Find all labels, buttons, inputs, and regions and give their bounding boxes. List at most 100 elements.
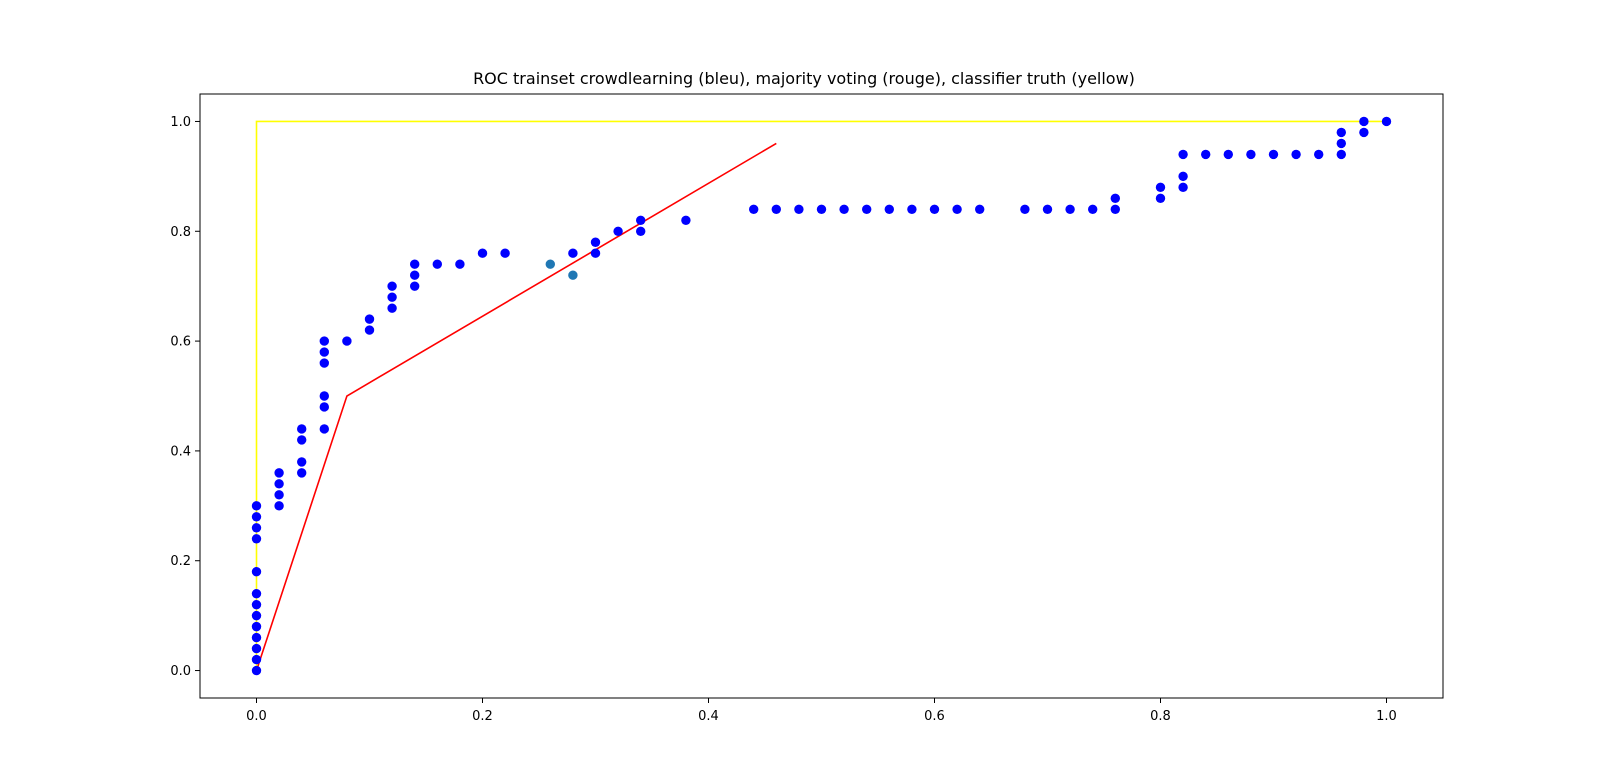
scatter-point-0-76 bbox=[1336, 138, 1347, 149]
scatter-point-0-47 bbox=[749, 204, 759, 215]
x-tick-label: 0.4 bbox=[698, 709, 719, 724]
scatter-point-0-44 bbox=[636, 226, 646, 236]
scatter-point-0-74 bbox=[1314, 149, 1324, 160]
scatter-point-0-55 bbox=[929, 204, 940, 215]
scatter-point-0-16 bbox=[274, 468, 284, 478]
scatter-point-0-4 bbox=[251, 621, 262, 632]
scatter-point-0-31 bbox=[387, 292, 397, 302]
scatter-point-0-70 bbox=[1223, 149, 1234, 160]
y-tick-label: 0.4 bbox=[170, 444, 191, 459]
scatter-point-0-46 bbox=[681, 215, 691, 225]
scatter-point-0-65 bbox=[1155, 182, 1166, 193]
y-tick-label: 0.0 bbox=[170, 664, 191, 679]
scatter-point-0-6 bbox=[251, 599, 262, 610]
scatter-point-0-21 bbox=[319, 424, 329, 434]
scatter-point-0-26 bbox=[319, 336, 329, 346]
x-tick-label: 0.2 bbox=[472, 709, 493, 724]
scatter-point-0-3 bbox=[251, 632, 262, 643]
chart-title: ROC trainset crowdlearning (bleu), major… bbox=[473, 69, 1135, 88]
scatter-point-0-27 bbox=[342, 336, 352, 346]
scatter-point-0-10 bbox=[251, 523, 262, 533]
plot-area bbox=[251, 116, 1392, 676]
scatter-point-0-50 bbox=[816, 204, 827, 215]
scatter-point-0-24 bbox=[319, 358, 329, 368]
y-axis: 0.0 0.2 0.4 0.6 0.8 1.0 bbox=[170, 115, 200, 679]
scatter-point-0-66 bbox=[1178, 182, 1188, 193]
scatter-point-1-0 bbox=[545, 259, 555, 269]
scatter-point-0-71 bbox=[1246, 149, 1256, 160]
scatter-point-0-11 bbox=[251, 512, 262, 522]
scatter-point-0-20 bbox=[297, 424, 307, 434]
scatter-point-0-51 bbox=[839, 204, 849, 215]
scatter-point-0-54 bbox=[907, 204, 917, 215]
scatter-point-0-33 bbox=[410, 281, 420, 291]
scatter-point-0-7 bbox=[251, 588, 262, 599]
scatter-point-0-68 bbox=[1178, 149, 1188, 160]
scatter-point-0-18 bbox=[297, 457, 307, 467]
scatter-point-0-25 bbox=[319, 347, 329, 357]
scatter-point-0-53 bbox=[884, 204, 894, 215]
scatter-point-0-69 bbox=[1201, 149, 1211, 160]
scatter-point-0-30 bbox=[387, 303, 397, 313]
scatter-point-0-57 bbox=[975, 204, 985, 215]
y-tick-label: 0.6 bbox=[170, 335, 191, 350]
scatter-point-0-19 bbox=[297, 435, 307, 445]
scatter-point-0-67 bbox=[1178, 171, 1188, 182]
scatter-point-0-8 bbox=[251, 567, 262, 577]
scatter-point-0-35 bbox=[410, 259, 420, 269]
series-line-3 bbox=[255, 120, 1387, 671]
x-tick-label: 0.6 bbox=[924, 709, 945, 724]
scatter-point-0-63 bbox=[1110, 193, 1121, 204]
scatter-point-0-80 bbox=[1381, 116, 1392, 127]
scatter-point-0-2 bbox=[251, 643, 262, 654]
x-tick-label: 0.8 bbox=[1150, 709, 1171, 724]
scatter-point-0-40 bbox=[568, 248, 578, 258]
scatter-point-0-29 bbox=[364, 314, 375, 324]
scatter-point-0-28 bbox=[364, 325, 375, 335]
scatter-point-0-72 bbox=[1268, 149, 1279, 160]
scatter-point-0-37 bbox=[455, 259, 465, 269]
scatter-point-0-56 bbox=[952, 204, 962, 215]
scatter-point-0-1 bbox=[251, 654, 262, 665]
axes-frame bbox=[199, 93, 1444, 699]
scatter-point-0-77 bbox=[1336, 127, 1347, 138]
scatter-point-0-60 bbox=[1065, 204, 1075, 215]
scatter-point-0-48 bbox=[771, 204, 781, 215]
scatter-point-1-1 bbox=[568, 270, 578, 280]
scatter-point-0-49 bbox=[794, 204, 804, 215]
scatter-point-0-62 bbox=[1110, 204, 1121, 215]
scatter-point-0-59 bbox=[1042, 204, 1053, 215]
scatter-point-0-39 bbox=[500, 248, 510, 258]
scatter-point-0-9 bbox=[251, 534, 262, 544]
scatter-point-0-0 bbox=[251, 665, 262, 676]
scatter-point-0-79 bbox=[1359, 116, 1369, 127]
scatter-point-0-23 bbox=[319, 391, 329, 401]
scatter-point-0-61 bbox=[1088, 204, 1098, 215]
x-tick-label: 1.0 bbox=[1376, 709, 1397, 724]
scatter-point-0-36 bbox=[432, 259, 442, 269]
scatter-point-0-41 bbox=[590, 248, 601, 258]
scatter-point-0-45 bbox=[636, 215, 646, 225]
scatter-point-0-5 bbox=[251, 610, 262, 621]
scatter-point-0-42 bbox=[590, 237, 601, 247]
scatter-point-0-13 bbox=[274, 501, 284, 511]
scatter-point-0-75 bbox=[1336, 149, 1347, 160]
scatter-point-0-12 bbox=[251, 501, 262, 511]
x-axis: 0.0 0.2 0.4 0.6 0.8 1.0 bbox=[246, 698, 1397, 724]
scatter-point-0-73 bbox=[1291, 149, 1301, 160]
scatter-point-0-38 bbox=[477, 248, 488, 258]
series-line-2 bbox=[255, 142, 777, 671]
scatter-point-0-78 bbox=[1359, 127, 1369, 138]
scatter-point-0-14 bbox=[274, 490, 284, 500]
scatter-point-0-17 bbox=[297, 468, 307, 478]
scatter-point-0-52 bbox=[862, 204, 872, 215]
scatter-point-0-43 bbox=[613, 226, 623, 236]
scatter-point-0-15 bbox=[274, 479, 284, 489]
scatter-point-0-64 bbox=[1155, 193, 1166, 204]
scatter-point-0-58 bbox=[1020, 204, 1030, 215]
scatter-point-0-32 bbox=[387, 281, 397, 291]
scatter-point-0-22 bbox=[319, 402, 329, 412]
scatter-point-0-34 bbox=[410, 270, 420, 280]
x-tick-label: 0.0 bbox=[246, 709, 267, 724]
